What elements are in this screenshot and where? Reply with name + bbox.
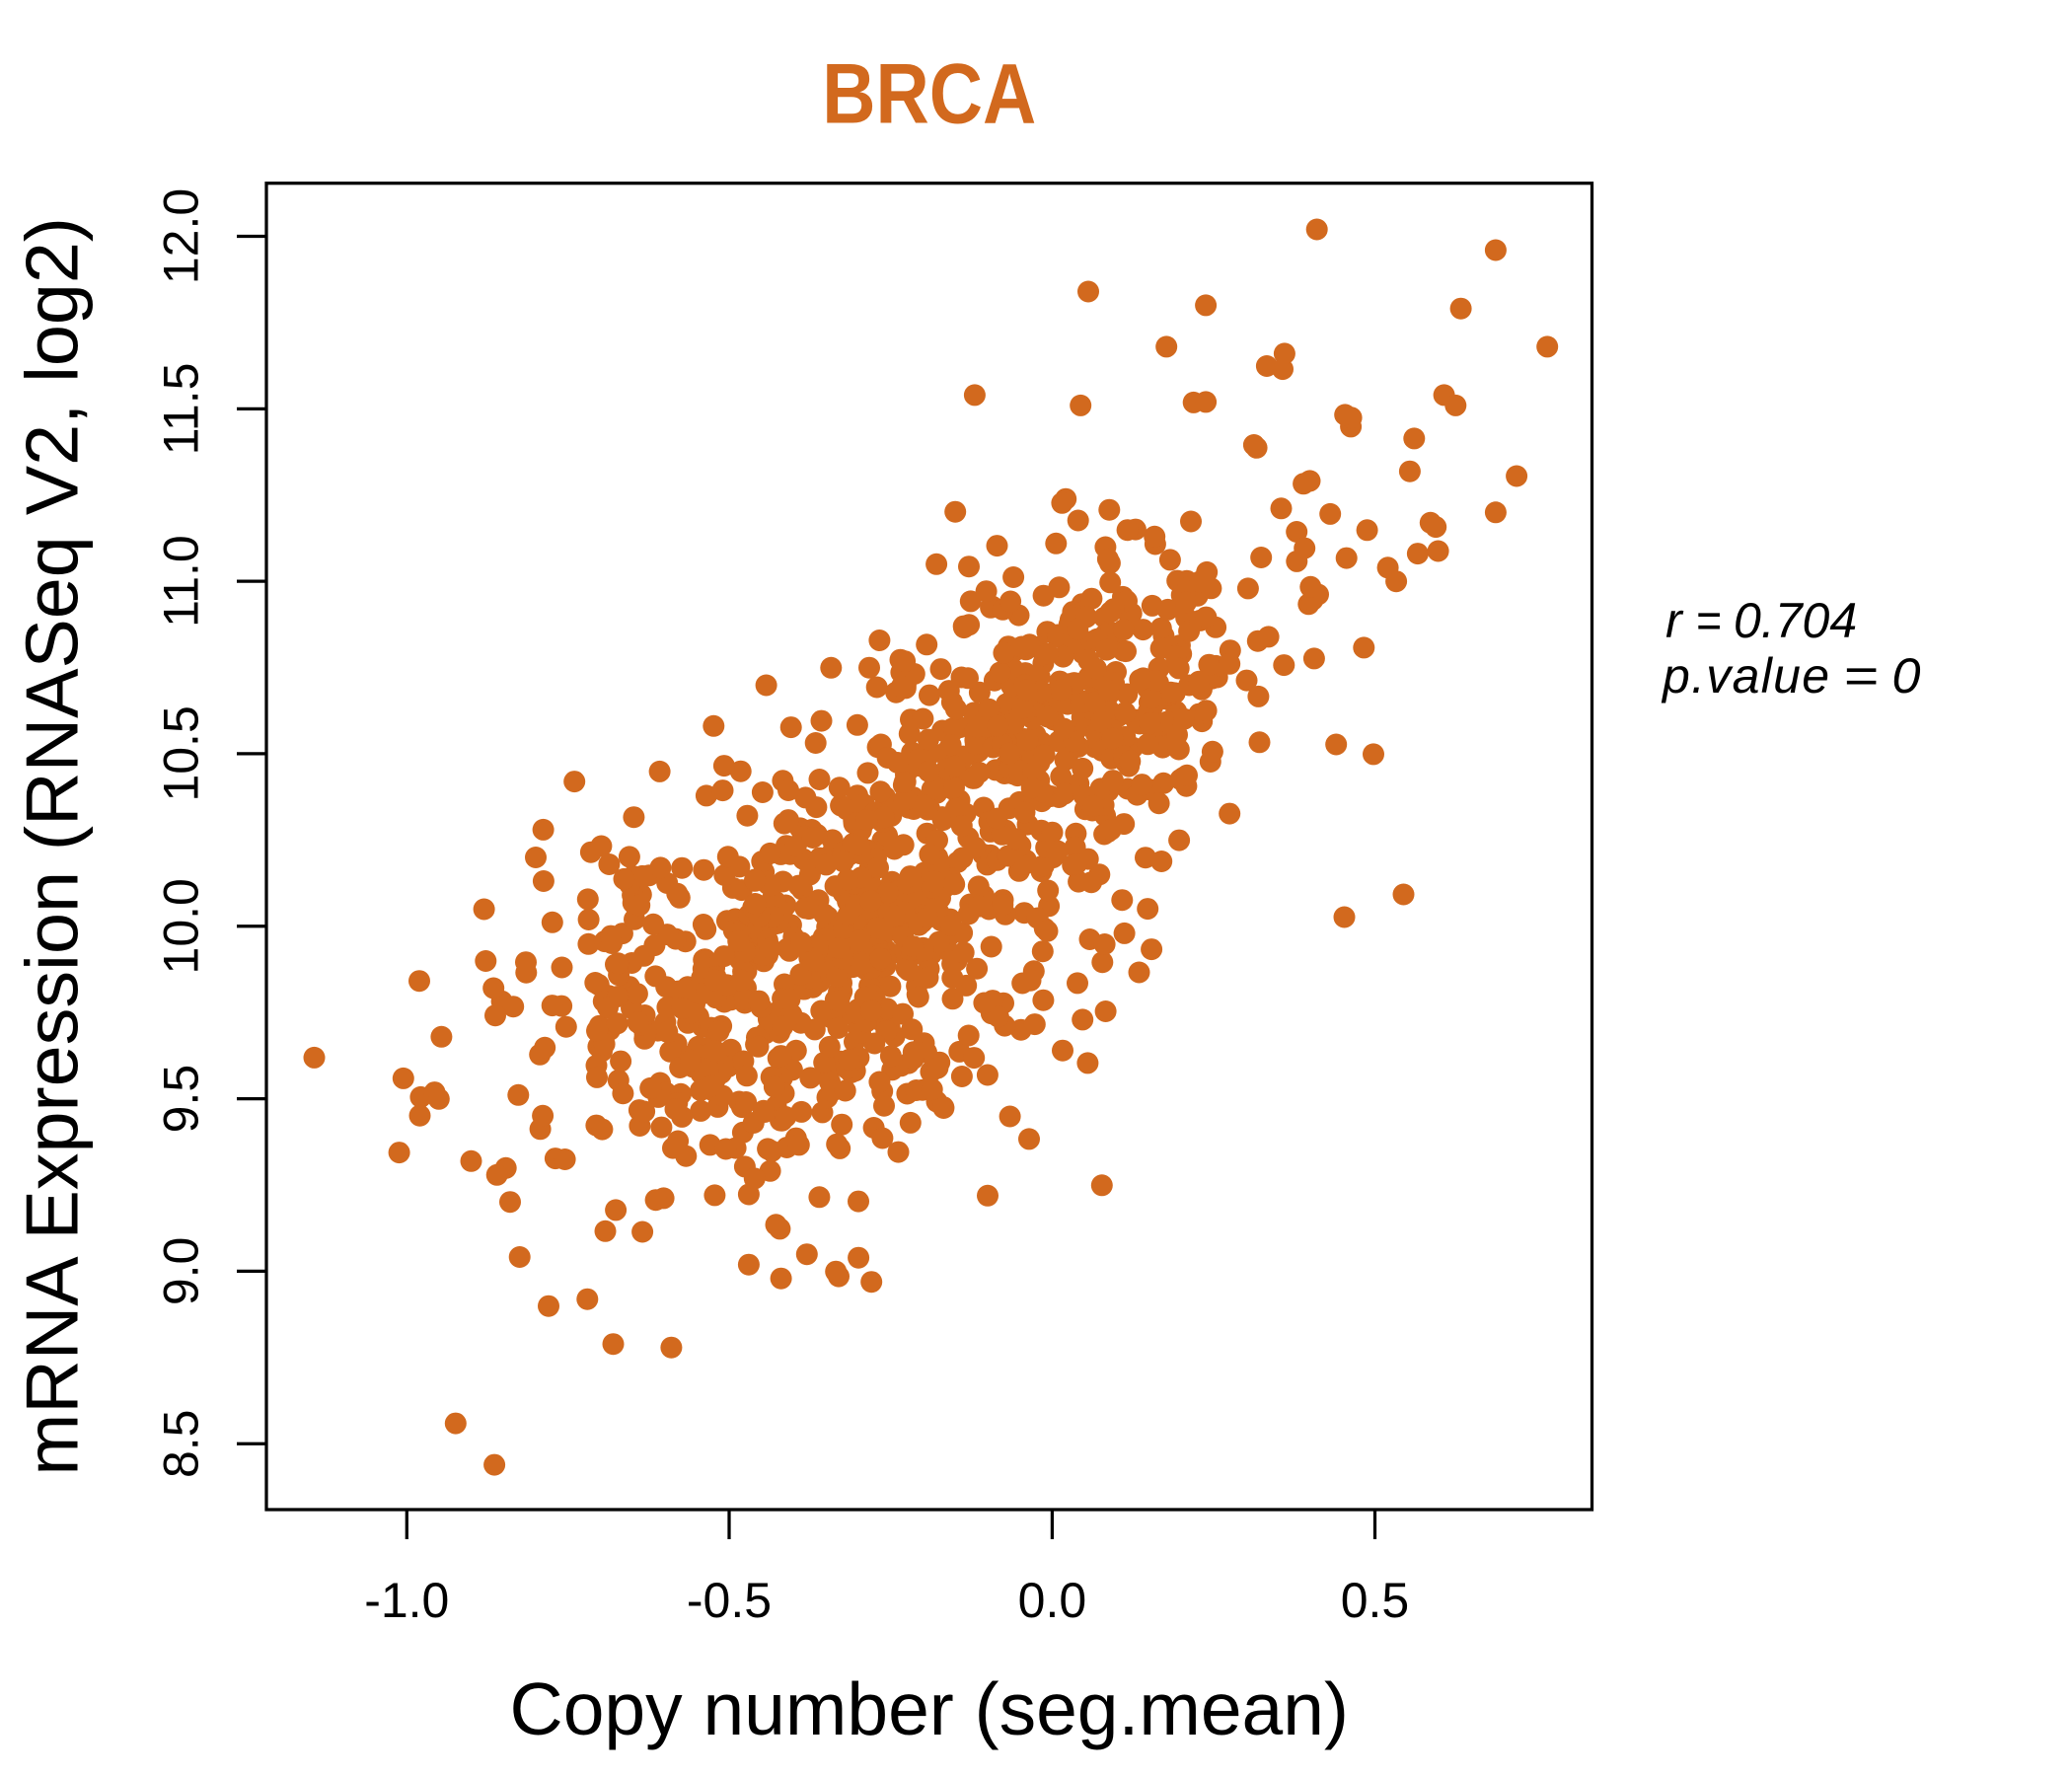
svg-text:p.value: p.value [1661, 648, 1830, 703]
svg-text:Copy number (seg.mean): Copy number (seg.mean) [510, 1667, 1349, 1750]
svg-text:r: r [1665, 593, 1684, 648]
svg-text:12.0: 12.0 [154, 188, 209, 284]
svg-text:0.704: 0.704 [1734, 593, 1857, 648]
svg-text:0: 0 [1892, 648, 1921, 703]
svg-text:=: = [1843, 648, 1879, 703]
svg-text:=: = [1696, 593, 1722, 648]
svg-text:11.0: 11.0 [154, 535, 209, 628]
svg-text:10.0: 10.0 [154, 878, 209, 974]
svg-text:mRNA Expression (RNASeq V2, lo: mRNA Expression (RNASeq V2, log2) [11, 217, 94, 1476]
svg-text:8.5: 8.5 [154, 1410, 209, 1479]
svg-text:0.5: 0.5 [1341, 1573, 1410, 1628]
svg-text:9.0: 9.0 [154, 1237, 209, 1306]
svg-text:11.5: 11.5 [154, 363, 209, 456]
svg-text:-0.5: -0.5 [687, 1573, 772, 1628]
svg-text:9.5: 9.5 [154, 1065, 209, 1134]
svg-text:BRCA: BRCA [822, 47, 1036, 142]
svg-text:-1.0: -1.0 [364, 1573, 449, 1628]
svg-text:10.5: 10.5 [154, 705, 209, 801]
svg-text:0.0: 0.0 [1018, 1573, 1087, 1628]
